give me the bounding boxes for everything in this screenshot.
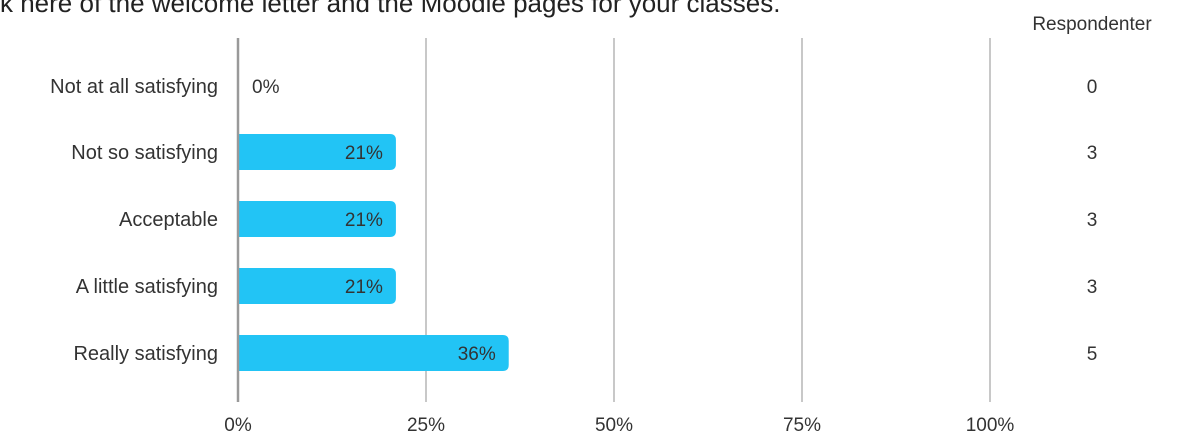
x-tick-label: 0% xyxy=(224,415,252,436)
x-tick-label: 100% xyxy=(966,415,1015,436)
bar xyxy=(238,268,396,304)
x-tick-label: 75% xyxy=(783,415,821,436)
bar xyxy=(238,201,396,237)
respondent-count: 3 xyxy=(1087,277,1098,298)
respondent-count: 3 xyxy=(1087,210,1098,231)
category-label: Not at all satisfying xyxy=(50,76,218,98)
value-label: 36% xyxy=(458,344,496,365)
grid-lines xyxy=(425,38,991,402)
labels: 0% 25% 50% 75% 100% Not at all satisfying 0% 0 N… xyxy=(50,76,1097,436)
chart-title: k here of the welcome letter and the Moo… xyxy=(0,0,781,18)
category-label: Really satisfying xyxy=(73,343,218,365)
bar xyxy=(238,134,396,170)
respondents-header: Respondenter xyxy=(1032,14,1152,35)
category-label: Acceptable xyxy=(119,209,218,231)
respondent-count: 3 xyxy=(1087,143,1098,164)
value-label: 21% xyxy=(345,210,383,231)
category-label: A little satisfying xyxy=(76,276,218,298)
x-tick-label: 50% xyxy=(595,415,633,436)
bars xyxy=(236,38,509,402)
respondent-count: 5 xyxy=(1087,344,1098,365)
respondent-count: 0 xyxy=(1087,77,1098,98)
bar xyxy=(238,335,509,371)
x-tick-label: 25% xyxy=(407,415,445,436)
category-label: Not so satisfying xyxy=(71,142,218,164)
value-label: 21% xyxy=(345,143,383,164)
value-label: 0% xyxy=(252,77,280,98)
value-label: 21% xyxy=(345,277,383,298)
